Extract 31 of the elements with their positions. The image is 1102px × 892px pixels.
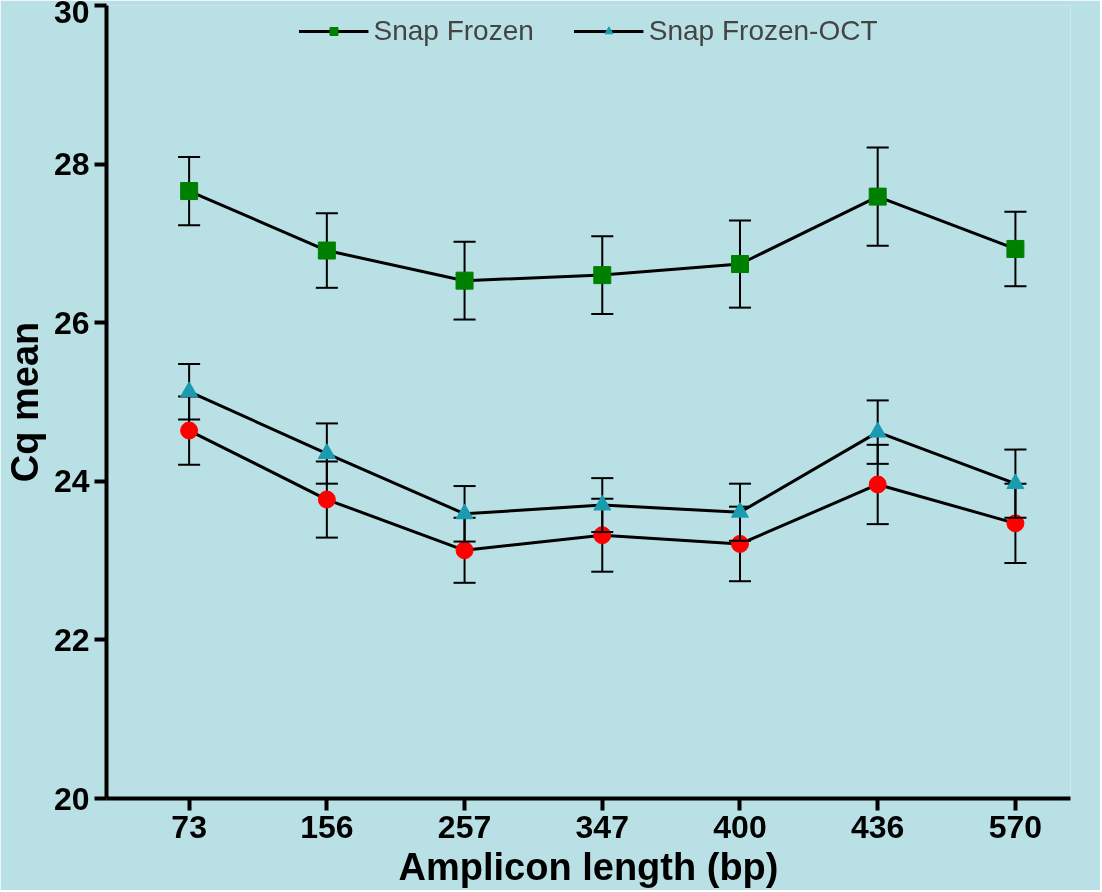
x-tick-label: 73 [171, 808, 207, 845]
y-tick-label: 26 [53, 304, 90, 341]
x-tick-label: 570 [988, 808, 1043, 845]
point [868, 187, 887, 206]
x-tick-label: 156 [300, 808, 354, 845]
point [455, 271, 474, 290]
point [317, 241, 336, 260]
point [1006, 473, 1025, 490]
point [1006, 239, 1025, 258]
y-axis-title: Cq mean [3, 321, 46, 483]
point [730, 255, 749, 274]
point [180, 381, 199, 398]
y-tick-label: 24 [53, 463, 90, 500]
x-tick-label: 400 [713, 808, 767, 845]
point [455, 541, 474, 560]
x-axis-title: Amplicon length (bp) [398, 845, 779, 888]
point [180, 421, 199, 440]
point [455, 503, 474, 520]
point [593, 266, 612, 285]
y-tick-label: 20 [53, 780, 90, 817]
y-tick-label: 28 [53, 146, 90, 183]
x-tick-label: 257 [437, 808, 492, 845]
y-tick-label: 30 [53, 0, 90, 30]
x-tick-label: 347 [575, 808, 629, 845]
point [868, 475, 887, 494]
legend-label: Snap Frozen [373, 15, 534, 47]
x-tick-label: 436 [851, 808, 905, 845]
y-tick-label: 22 [53, 621, 90, 658]
point [180, 182, 199, 201]
legend-label: Snap Frozen-OCT [648, 15, 878, 47]
point [317, 490, 336, 509]
